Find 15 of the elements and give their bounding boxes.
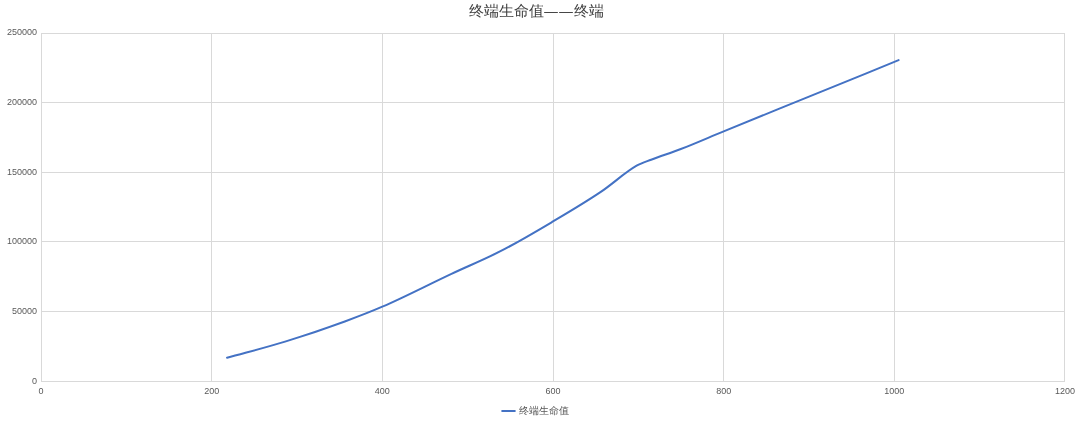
y-tick-label: 200000 — [6, 97, 38, 108]
y-tick-label: 0 — [32, 375, 38, 386]
x-tick-label: 1000 — [884, 386, 905, 397]
line-series — [226, 59, 900, 359]
x-tick-label: 400 — [374, 386, 390, 397]
legend-label: 终端生命值 — [518, 404, 569, 416]
y-tick-label: 50000 — [12, 306, 38, 317]
y-tick-label: 100000 — [6, 236, 38, 247]
chart-title: 终端生命值——终端 — [468, 1, 604, 20]
y-tick-label: 250000 — [6, 27, 38, 38]
x-tick-label: 1200 — [1054, 386, 1075, 397]
y-tick-label: 150000 — [6, 166, 38, 177]
x-tick-label: 200 — [204, 386, 220, 397]
x-tick-label: 800 — [716, 386, 732, 397]
x-tick-label: 600 — [545, 386, 561, 397]
